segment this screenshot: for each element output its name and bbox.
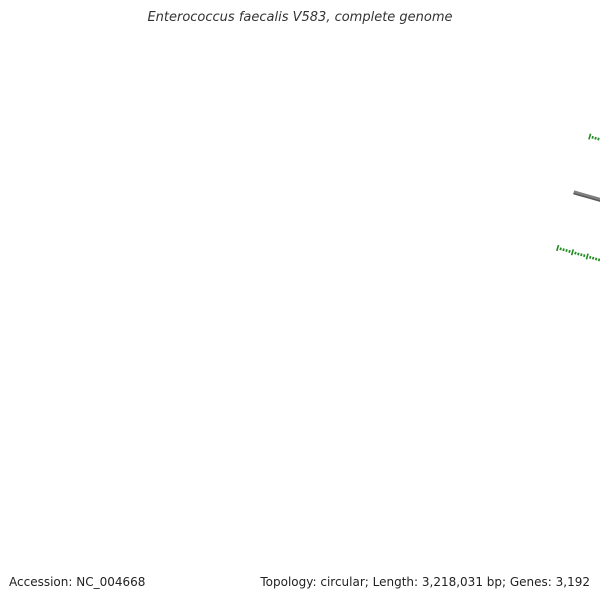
- outer-tick: [597, 258, 600, 262]
- inner-tick: [588, 133, 592, 140]
- inner-tick: [594, 136, 597, 140]
- outer-tick: [556, 244, 560, 252]
- outer-tick-track: [556, 244, 600, 262]
- outer-tick: [570, 249, 575, 256]
- genome-summary-text: Topology: circular; Length: 3,218,031 bp…: [260, 575, 590, 589]
- backbone-shadow: [573, 192, 600, 202]
- map-title: Enterococcus faecalis V583, complete gen…: [147, 10, 453, 25]
- inner-tick-track: [588, 133, 600, 141]
- genome-backbone: [573, 190, 600, 202]
- backbone-line: [573, 190, 600, 202]
- outer-tick: [589, 255, 592, 259]
- outer-tick: [568, 249, 571, 253]
- outer-tick: [565, 249, 568, 253]
- accession-text: Accession: NC_004668: [9, 575, 146, 589]
- inner-tick: [597, 137, 600, 141]
- outer-tick: [580, 253, 583, 257]
- outer-tick: [583, 254, 586, 258]
- inner-tick: [591, 135, 594, 139]
- outer-tick: [591, 256, 595, 260]
- outer-tick: [594, 257, 598, 261]
- outer-tick: [574, 251, 577, 255]
- outer-tick: [585, 253, 589, 260]
- outer-tick: [559, 247, 562, 251]
- outer-tick: [562, 248, 565, 252]
- outer-tick: [577, 252, 580, 256]
